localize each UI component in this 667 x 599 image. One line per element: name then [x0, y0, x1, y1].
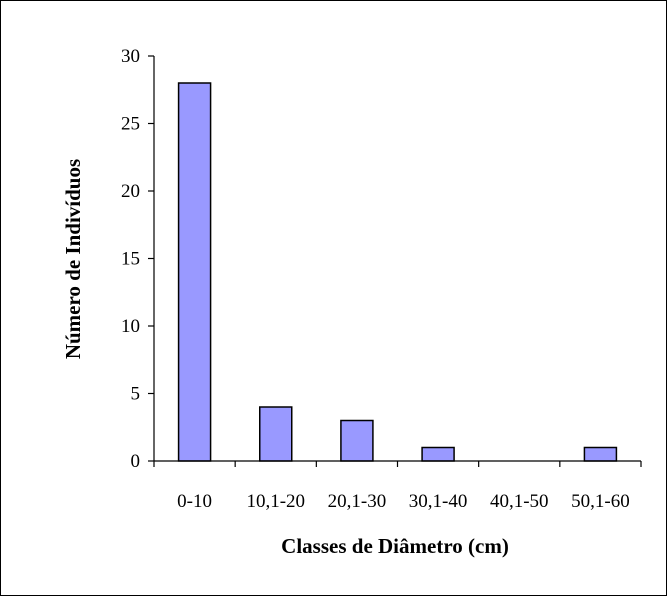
- x-tick-label: 10,1-20: [246, 491, 305, 512]
- x-axis: 0-10 10,1-20 20,1-30 30,1-40 40,1-50 50,1-60: [153, 460, 642, 512]
- y-tick-label: 10: [121, 316, 140, 337]
- x-tick-label: 20,1-30: [328, 491, 387, 512]
- y-tick-label: 20: [121, 181, 140, 202]
- x-tick-label: 40,1-50: [490, 491, 549, 512]
- y-axis: 0 5 10 15 20 25 30: [121, 46, 155, 472]
- y-tick-label: 15: [121, 249, 140, 270]
- y-tick-label: 0: [131, 451, 141, 472]
- y-tick-label: 5: [131, 384, 141, 405]
- bar-30-1-40: [421, 446, 455, 462]
- y-axis-title: Número de Indivíduos: [61, 159, 85, 359]
- y-tick-label: 30: [121, 46, 140, 67]
- x-axis-title: Classes de Diâmetro (cm): [281, 534, 509, 558]
- bar-50-1-60: [583, 446, 618, 462]
- bar-0-10: [177, 82, 212, 462]
- x-tick-label: 0-10: [177, 491, 212, 512]
- y-tick-label: 25: [121, 114, 140, 135]
- bars-group: [177, 82, 618, 462]
- bar-10-1-20: [259, 406, 293, 462]
- bar-20-1-30: [340, 419, 374, 462]
- x-tick-label: 50,1-60: [571, 491, 630, 512]
- x-tick-label: 30,1-40: [409, 491, 468, 512]
